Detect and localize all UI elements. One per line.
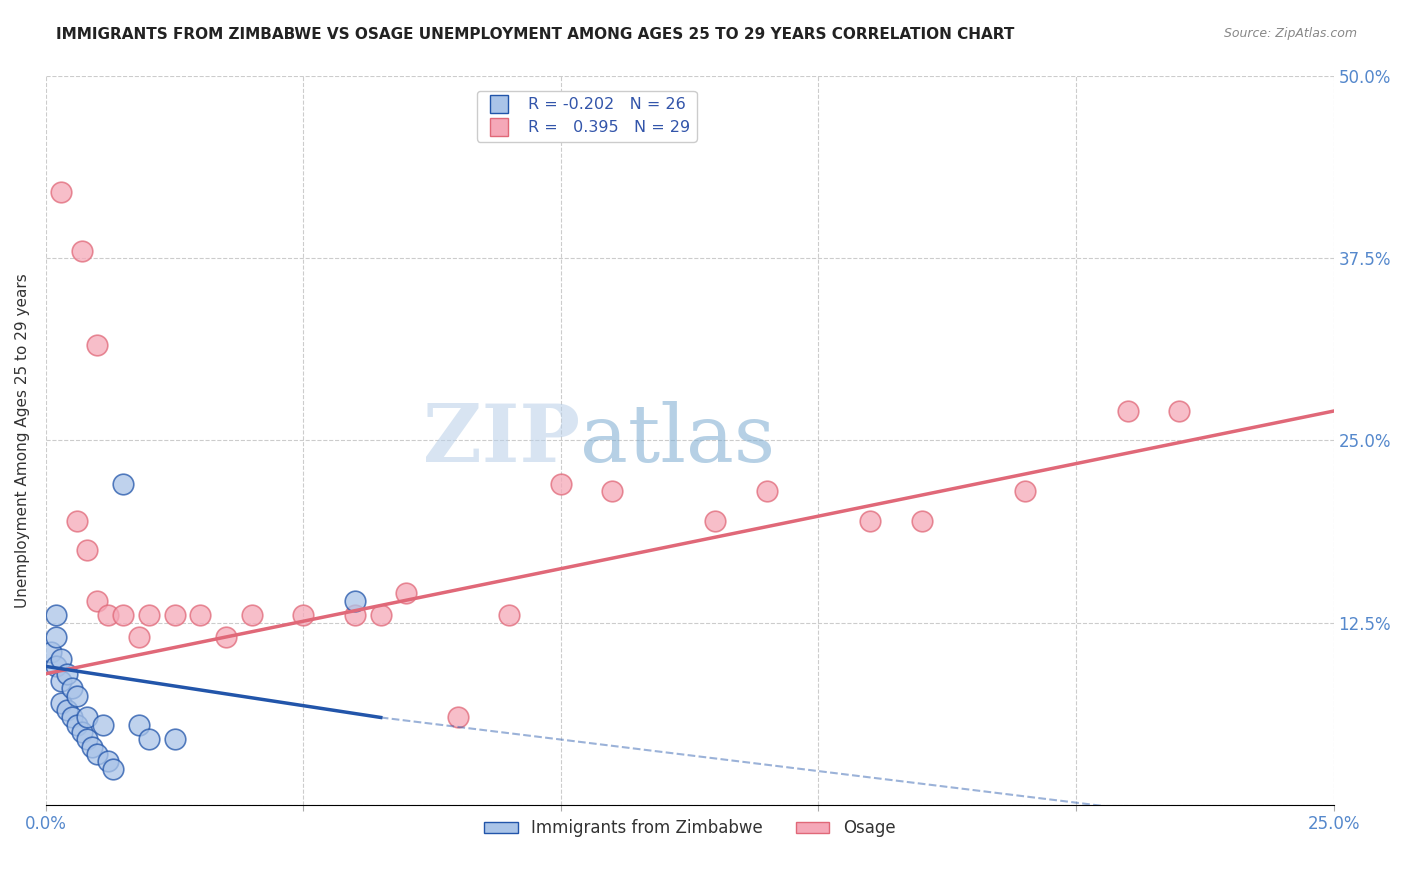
Point [215,630,238,644]
Point [51,652,73,666]
Point [86,593,108,607]
Point [190,608,212,623]
Point [55,666,77,681]
Point [97,754,120,768]
Point [70,725,93,739]
Text: Source: ZipAtlas.com: Source: ZipAtlas.com [1223,27,1357,40]
Legend: Immigrants from Zimbabwe, Osage: Immigrants from Zimbabwe, Osage [478,813,901,844]
Point [76,732,98,747]
Point [128,630,150,644]
Point [602,484,624,499]
Point [859,514,882,528]
Point [86,338,108,352]
Point [343,608,366,623]
Point [66,718,89,732]
Point [343,593,366,607]
Point [1168,404,1191,418]
Y-axis label: Unemployment Among Ages 25 to 29 years: Unemployment Among Ages 25 to 29 years [15,273,30,607]
Text: ZIP: ZIP [423,401,581,479]
Point [39,645,62,659]
Point [163,732,186,747]
Point [128,718,150,732]
Point [498,608,520,623]
Point [447,710,470,724]
Point [550,477,572,491]
Point [76,710,98,724]
Point [292,608,315,623]
Point [91,718,114,732]
Point [82,739,104,754]
Point [240,608,263,623]
Point [112,608,135,623]
Point [45,608,67,623]
Point [704,514,727,528]
Point [163,608,186,623]
Text: atlas: atlas [581,401,776,479]
Point [55,703,77,717]
Point [1116,404,1139,418]
Point [51,186,73,200]
Point [45,630,67,644]
Point [138,732,160,747]
Point [86,747,108,761]
Point [101,762,124,776]
Point [76,542,98,557]
Point [756,484,779,499]
Point [97,608,120,623]
Point [1014,484,1036,499]
Point [51,696,73,710]
Point [112,477,135,491]
Point [66,514,89,528]
Point [370,608,392,623]
Point [395,586,418,600]
Point [60,681,83,696]
Point [66,689,89,703]
Text: IMMIGRANTS FROM ZIMBABWE VS OSAGE UNEMPLOYMENT AMONG AGES 25 TO 29 YEARS CORRELA: IMMIGRANTS FROM ZIMBABWE VS OSAGE UNEMPL… [56,27,1015,42]
Point [910,514,932,528]
Point [70,244,93,258]
Point [60,710,83,724]
Point [138,608,160,623]
Point [51,673,73,688]
Point [45,659,67,673]
